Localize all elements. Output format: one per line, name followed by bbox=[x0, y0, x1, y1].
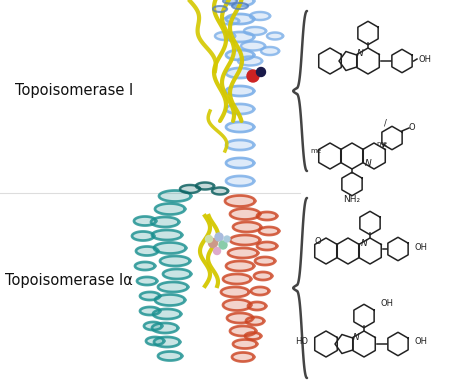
Polygon shape bbox=[163, 269, 191, 279]
Polygon shape bbox=[248, 302, 266, 310]
Polygon shape bbox=[158, 352, 182, 361]
Polygon shape bbox=[259, 227, 279, 235]
Text: N: N bbox=[361, 239, 367, 249]
Polygon shape bbox=[226, 261, 254, 271]
Text: me: me bbox=[376, 141, 388, 147]
Polygon shape bbox=[257, 212, 277, 220]
Text: N: N bbox=[356, 49, 364, 59]
Polygon shape bbox=[155, 203, 185, 215]
Polygon shape bbox=[226, 32, 254, 42]
Polygon shape bbox=[134, 217, 156, 225]
Polygon shape bbox=[225, 195, 255, 207]
Polygon shape bbox=[226, 158, 254, 168]
Circle shape bbox=[209, 239, 218, 247]
Polygon shape bbox=[223, 300, 251, 310]
Polygon shape bbox=[230, 208, 260, 220]
Polygon shape bbox=[155, 295, 185, 305]
Polygon shape bbox=[226, 176, 254, 186]
Polygon shape bbox=[140, 292, 160, 300]
Polygon shape bbox=[140, 307, 160, 315]
Text: HO: HO bbox=[295, 337, 308, 347]
Polygon shape bbox=[226, 122, 254, 132]
Polygon shape bbox=[132, 232, 154, 240]
Text: me: me bbox=[310, 148, 321, 154]
Polygon shape bbox=[246, 317, 264, 325]
Polygon shape bbox=[255, 257, 275, 265]
Circle shape bbox=[256, 68, 265, 76]
Circle shape bbox=[215, 233, 223, 241]
Polygon shape bbox=[153, 309, 181, 319]
Polygon shape bbox=[160, 256, 190, 266]
Polygon shape bbox=[226, 0, 254, 6]
Text: OH: OH bbox=[415, 337, 428, 347]
Polygon shape bbox=[152, 230, 182, 240]
Polygon shape bbox=[154, 242, 186, 254]
Polygon shape bbox=[226, 14, 254, 24]
Text: OH: OH bbox=[381, 300, 394, 308]
Polygon shape bbox=[152, 323, 178, 333]
Polygon shape bbox=[226, 104, 254, 114]
Polygon shape bbox=[241, 42, 265, 51]
Polygon shape bbox=[151, 217, 179, 227]
Polygon shape bbox=[233, 222, 261, 232]
Text: N: N bbox=[365, 159, 371, 168]
Polygon shape bbox=[196, 183, 214, 190]
Polygon shape bbox=[146, 337, 164, 345]
Polygon shape bbox=[261, 47, 279, 55]
Polygon shape bbox=[232, 352, 254, 362]
Polygon shape bbox=[226, 140, 254, 150]
Polygon shape bbox=[226, 86, 254, 96]
Circle shape bbox=[206, 235, 212, 242]
Polygon shape bbox=[212, 188, 228, 195]
Text: N: N bbox=[353, 332, 359, 342]
Polygon shape bbox=[230, 326, 256, 336]
Polygon shape bbox=[254, 272, 272, 280]
Polygon shape bbox=[215, 32, 235, 40]
Polygon shape bbox=[154, 337, 180, 347]
Polygon shape bbox=[226, 68, 254, 78]
Circle shape bbox=[213, 247, 220, 254]
Text: O: O bbox=[409, 124, 416, 132]
Polygon shape bbox=[251, 287, 269, 295]
Polygon shape bbox=[159, 191, 191, 201]
Circle shape bbox=[219, 241, 227, 249]
Polygon shape bbox=[226, 50, 254, 60]
Polygon shape bbox=[136, 247, 158, 256]
Text: Topoisomerase Iα: Topoisomerase Iα bbox=[5, 274, 133, 288]
Polygon shape bbox=[158, 282, 188, 292]
Polygon shape bbox=[250, 12, 270, 20]
Polygon shape bbox=[267, 32, 283, 39]
Polygon shape bbox=[223, 0, 237, 3]
Polygon shape bbox=[244, 27, 266, 35]
Polygon shape bbox=[232, 3, 248, 9]
Polygon shape bbox=[257, 242, 277, 250]
Polygon shape bbox=[137, 277, 157, 285]
Polygon shape bbox=[223, 274, 251, 284]
Text: NH₂: NH₂ bbox=[344, 195, 361, 205]
Polygon shape bbox=[213, 6, 227, 12]
Polygon shape bbox=[135, 262, 155, 270]
Circle shape bbox=[247, 70, 259, 82]
Polygon shape bbox=[144, 322, 162, 330]
Text: OH: OH bbox=[415, 242, 428, 252]
Polygon shape bbox=[245, 332, 261, 340]
Polygon shape bbox=[233, 340, 257, 349]
Polygon shape bbox=[227, 313, 253, 323]
Polygon shape bbox=[221, 287, 249, 297]
Polygon shape bbox=[230, 235, 260, 245]
Text: Topoisomerase I: Topoisomerase I bbox=[15, 83, 133, 98]
Circle shape bbox=[224, 236, 230, 242]
Polygon shape bbox=[221, 17, 239, 24]
Polygon shape bbox=[180, 185, 200, 193]
Text: OH: OH bbox=[419, 54, 432, 64]
Polygon shape bbox=[238, 56, 262, 66]
Text: O: O bbox=[315, 237, 321, 247]
Text: /: / bbox=[383, 119, 386, 128]
Polygon shape bbox=[228, 248, 258, 258]
